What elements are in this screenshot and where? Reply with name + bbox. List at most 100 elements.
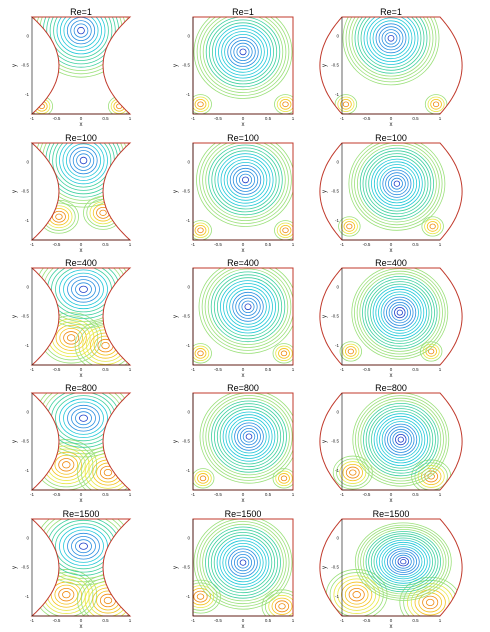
secondary-vortex-contour [428, 348, 435, 355]
primary-vortex-contour [373, 413, 428, 466]
x-axis-label: x [80, 248, 83, 254]
secondary-vortex-contour [279, 225, 292, 236]
y-tick-label: 0 [187, 410, 190, 415]
y-tick-label: -1 [25, 218, 29, 223]
y-tick-label: 0 [187, 536, 190, 541]
primary-vortex-contour [351, 268, 449, 360]
x-tick-label: -1 [30, 116, 34, 121]
secondary-vortex-contour [199, 475, 207, 482]
primary-vortex-contour [357, 17, 425, 71]
secondary-vortex-contour [349, 469, 357, 476]
secondary-vortex-contour [338, 216, 361, 237]
y-axis-label: y [322, 315, 328, 318]
secondary-vortex-contour [101, 341, 110, 350]
x-tick-label: 1 [129, 242, 132, 247]
secondary-vortex-contour [276, 96, 293, 113]
primary-vortex-contour [56, 17, 106, 55]
secondary-vortex-contour [430, 99, 442, 110]
x-tick-label: -1 [340, 618, 344, 623]
y-axis-label: y [12, 64, 18, 67]
primary-vortex-contour [238, 173, 252, 187]
secondary-vortex-contour [193, 587, 211, 606]
primary-vortex-contour [379, 166, 415, 201]
y-tick-label: 0 [187, 160, 190, 165]
y-tick-label: 0 [336, 160, 339, 165]
y-axis-label: y [12, 190, 18, 193]
primary-vortex-contour [205, 143, 286, 219]
y-tick-label: -0.5 [331, 439, 339, 444]
secondary-vortex-contour [193, 345, 210, 362]
secondary-vortex-contour [279, 99, 292, 110]
y-tick-label: -1 [335, 343, 339, 348]
panel-4-2: Re=800-1 -0.5 0 0.5 1x0-0.5-1y [173, 383, 295, 504]
primary-vortex-contour [367, 281, 433, 345]
y-axis-label: y [12, 440, 18, 443]
secondary-vortex-contour [424, 94, 448, 114]
secondary-vortex-contour [193, 94, 212, 114]
y-tick-label: 0 [336, 410, 339, 415]
primary-vortex-contour [220, 156, 271, 204]
secondary-vortex-contour [274, 94, 293, 114]
x-tick-label: 1 [292, 242, 295, 247]
primary-vortex-contour [226, 161, 265, 198]
primary-vortex-contour [71, 408, 96, 429]
secondary-vortex-contour [345, 466, 360, 479]
x-axis-label: x [242, 122, 245, 128]
primary-vortex-contour [67, 532, 100, 560]
primary-vortex-contour [237, 425, 261, 449]
secondary-vortex-contour [282, 101, 289, 108]
secondary-vortex-contour [280, 350, 288, 357]
y-tick-label: -0.5 [182, 63, 190, 68]
y-tick-label: -0.5 [331, 565, 339, 570]
secondary-vortex-contour [337, 578, 377, 611]
x-axis-label: x [80, 122, 83, 128]
secondary-vortex-contour [343, 221, 356, 232]
primary-vortex-contour [388, 301, 411, 324]
secondary-vortex-contour [274, 220, 293, 240]
primary-vortex-contour [375, 288, 425, 337]
y-tick-label: -1 [186, 92, 190, 97]
panel-5-3: Re=1500-1 -0.5 0 0.5 1x0-0.5-1y [319, 509, 463, 630]
primary-vortex-contour [351, 143, 443, 228]
y-tick-label: -0.5 [182, 314, 190, 319]
secondary-vortex-contour [197, 350, 204, 357]
secondary-vortex-contour [261, 589, 293, 616]
cavity-background [319, 17, 463, 114]
panel-2-3: Re=100-1 -0.5 0 0.5 1x0-0.5-1y [319, 133, 463, 254]
y-axis-label: y [12, 315, 18, 318]
secondary-vortex-contour [427, 473, 435, 480]
x-tick-label: -0.5 [363, 492, 371, 497]
primary-vortex-contour [384, 32, 398, 45]
primary-vortex-contour [62, 143, 105, 181]
primary-vortex-contour [196, 17, 290, 96]
primary-vortex-contour [357, 524, 450, 599]
x-tick-label: 0.5 [102, 116, 109, 121]
secondary-vortex-contour [193, 220, 212, 240]
secondary-vortex-contour [421, 216, 444, 237]
x-axis-label: x [390, 624, 393, 630]
secondary-vortex-contour [424, 218, 442, 235]
primary-vortex-contour [354, 522, 452, 601]
secondary-vortex-contour [429, 223, 436, 230]
y-tick-label: -0.5 [182, 189, 190, 194]
cavity-background [32, 17, 130, 114]
primary-vortex-contour [241, 300, 255, 314]
primary-vortex-contour [360, 17, 422, 68]
y-tick-label: -1 [186, 218, 190, 223]
x-axis-label: x [80, 624, 83, 630]
x-tick-label: -1 [191, 367, 195, 372]
secondary-vortex-contour [339, 341, 363, 362]
secondary-vortex-contour [424, 470, 439, 483]
x-tick-label: 1 [129, 367, 132, 372]
primary-vortex-contour [225, 545, 261, 580]
primary-vortex-contour [223, 159, 268, 201]
x-tick-label: -1 [340, 242, 344, 247]
panel-1-2: Re=1-1 -0.5 0 0.5 1x0-0.5-1y [173, 7, 295, 128]
primary-vortex-contour [208, 144, 283, 216]
primary-vortex-contour [242, 430, 256, 443]
primary-vortex-contour [373, 161, 420, 207]
primary-vortex-contour [364, 278, 435, 347]
panel-title: Re=1500 [63, 509, 100, 519]
cavity-background [32, 143, 130, 240]
x-tick-label: -1 [30, 618, 34, 623]
